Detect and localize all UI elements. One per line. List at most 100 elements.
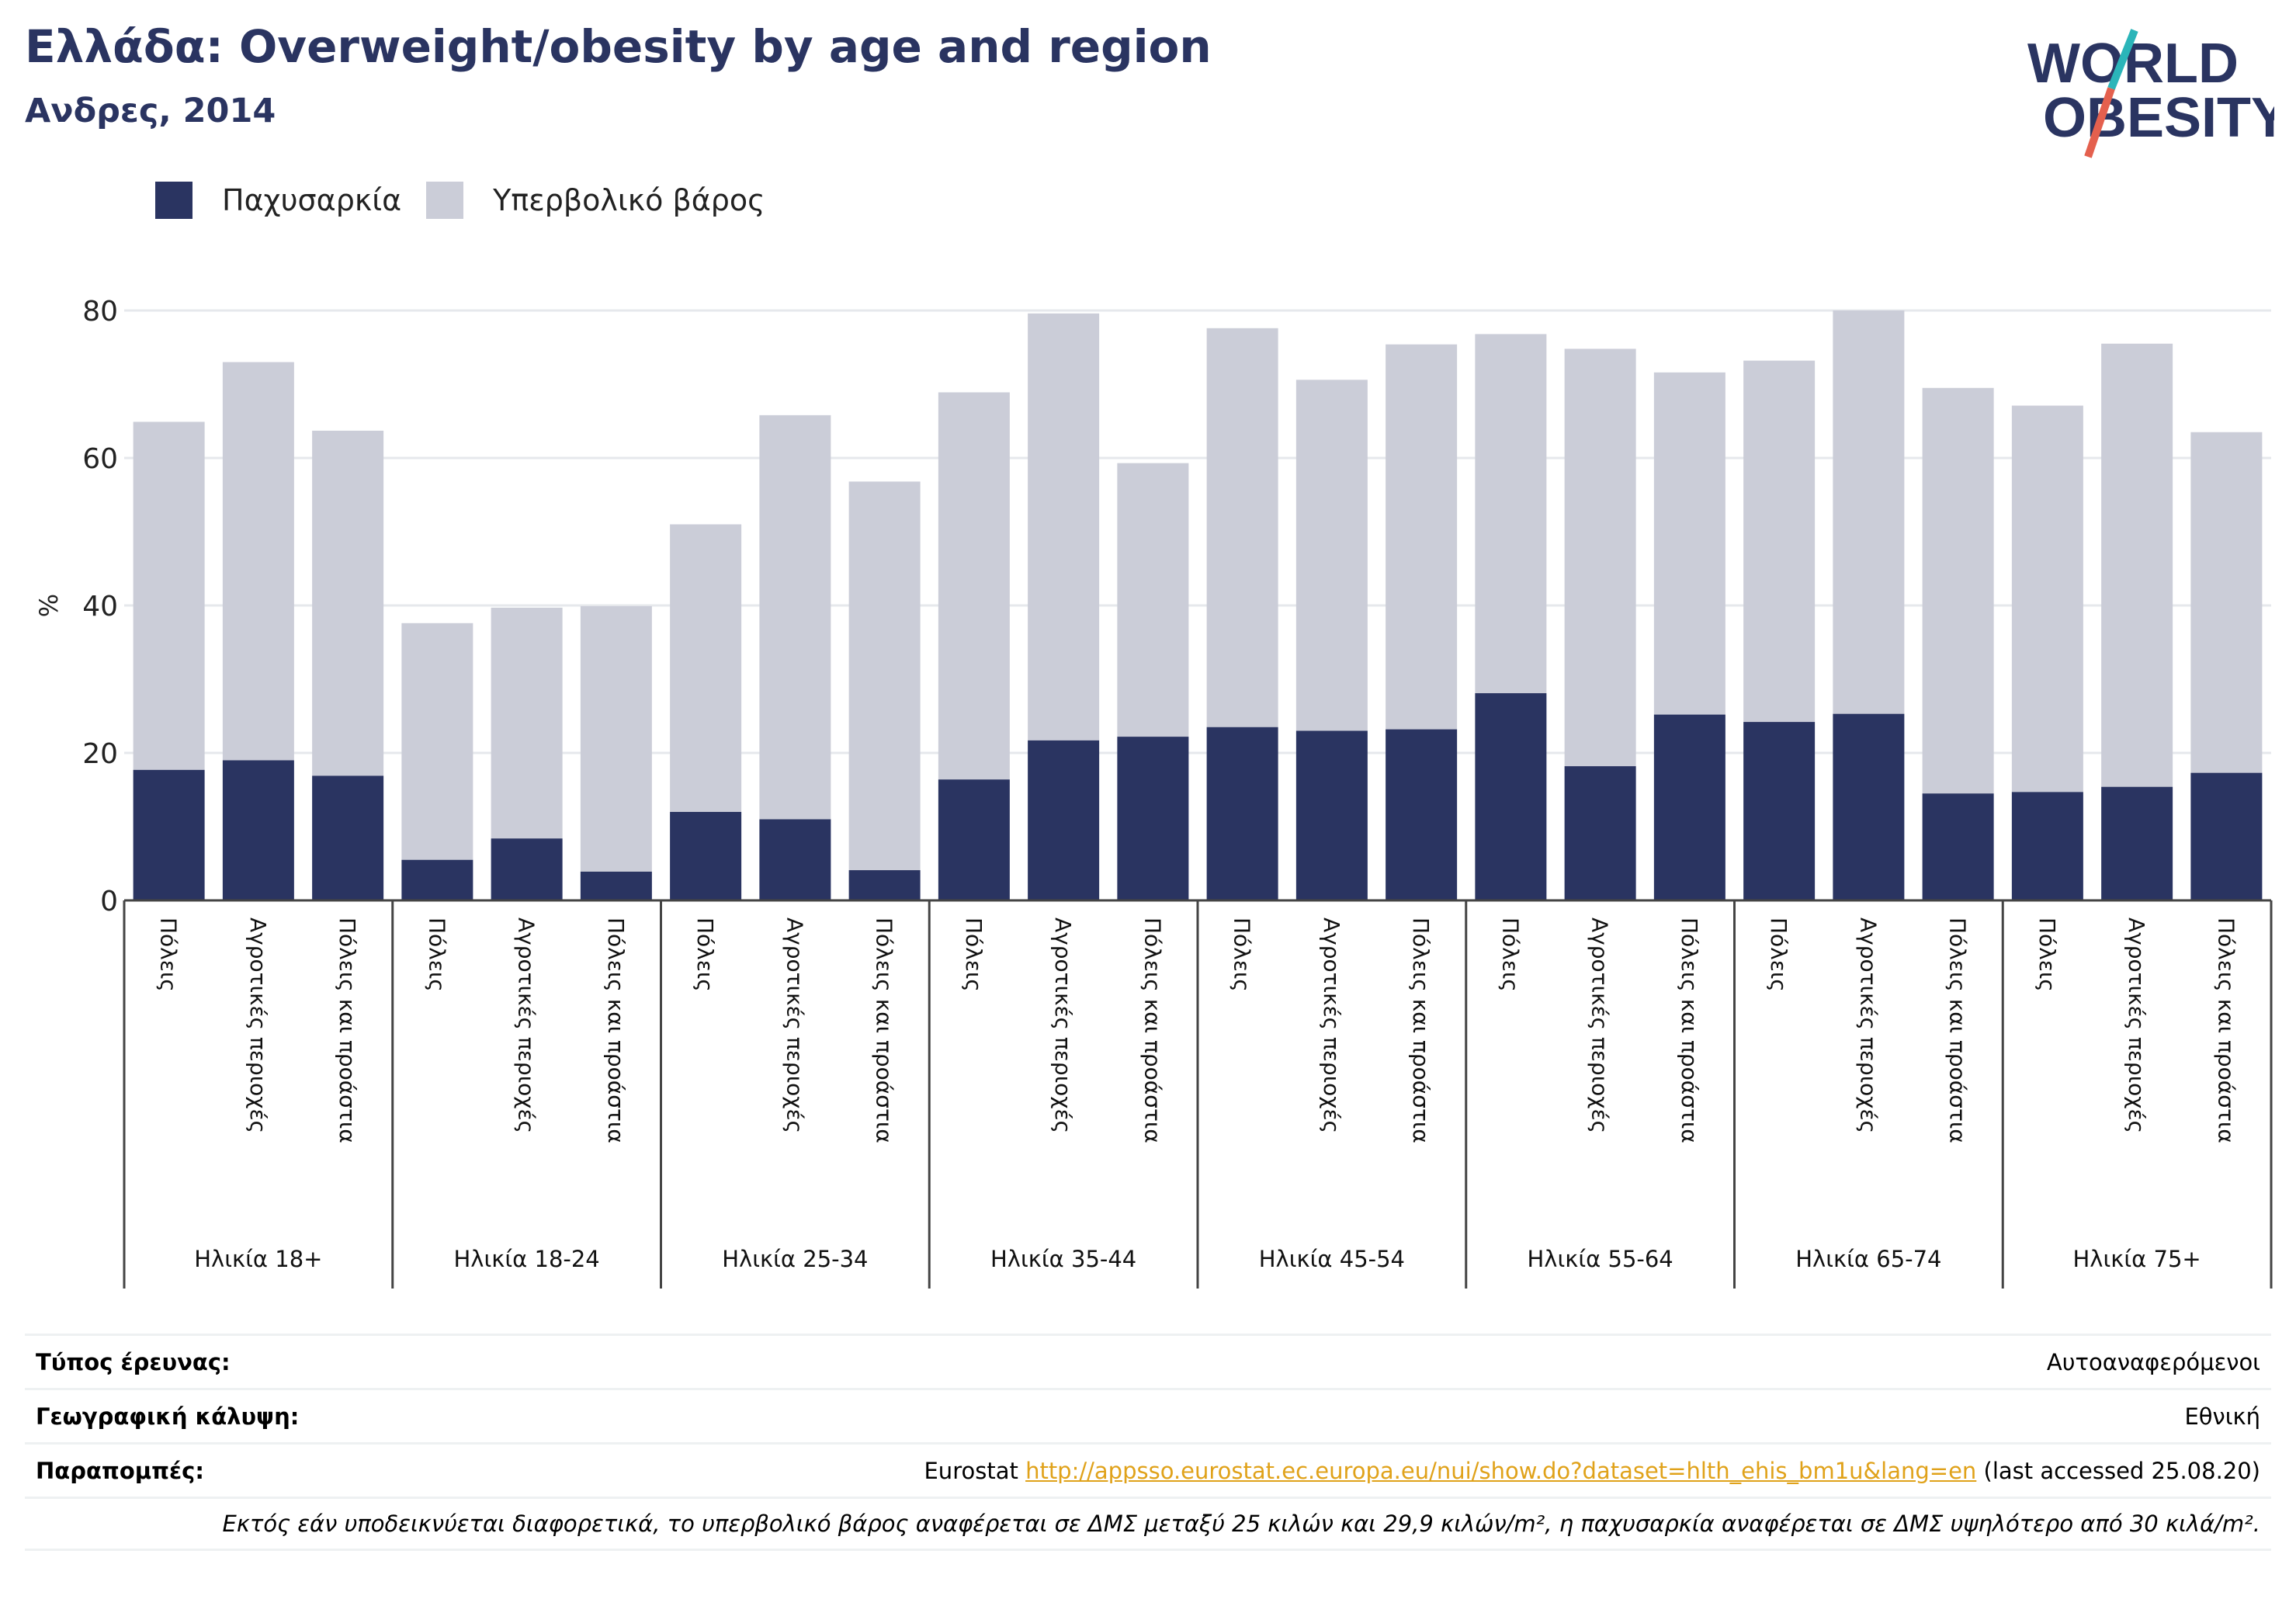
bar-overweight [401, 623, 473, 860]
logo-slash-top [2107, 29, 2138, 90]
meta-row-references: Παραπομπές: Eurostat http://appsso.euros… [25, 1442, 2271, 1497]
coverage-value: Εθνική [2184, 1403, 2260, 1430]
bar-obesity [1922, 793, 1994, 900]
group-label: Ηλικία 35-44 [990, 1246, 1136, 1272]
x-tick-label: Πόλεις [2034, 917, 2060, 992]
references-link[interactable]: http://appsso.eurostat.ec.europa.eu/nui/… [1025, 1457, 1977, 1484]
group-label: Ηλικία 45-54 [1259, 1246, 1405, 1272]
bar-overweight [1386, 344, 1458, 730]
y-tick-label: 0 [100, 886, 118, 917]
bar-overweight [2101, 343, 2173, 787]
bar-obesity [2011, 792, 2083, 900]
x-tick-label: Πόλεις και προάστια [335, 917, 360, 1143]
x-tick-label: Αγροτικές περιοχές [514, 917, 539, 1133]
x-tick-label: Πόλεις [961, 917, 987, 992]
bar-overweight [1295, 380, 1368, 731]
bar-obesity [401, 859, 473, 900]
x-tick-label: Αγροτικές περιοχές [1319, 917, 1344, 1133]
meta-row-coverage: Γεωγραφική κάλυψη: Εθνική [25, 1388, 2271, 1442]
logo-word-obesity: OBESITY [2043, 87, 2274, 149]
meta-row-survey: Τύπος έρευνας: Αυτοαναφερόμενοι [25, 1334, 2271, 1388]
x-tick-label: Αγροτικές περιοχές [782, 917, 807, 1133]
x-tick-label: Πόλεις [1497, 917, 1523, 992]
bar-obesity [2190, 772, 2263, 900]
y-tick-label: 20 [82, 738, 118, 770]
bar-overweight [1833, 310, 1905, 714]
x-tick-label: Πόλεις [156, 917, 182, 992]
survey-type-value: Αυτοαναφερόμενοι [2046, 1348, 2260, 1375]
y-axis-label: % [34, 594, 64, 617]
x-tick-label: Πόλεις [692, 917, 718, 992]
references-accessed: (last accessed 25.08.20) [1983, 1457, 2260, 1484]
bar-obesity [2101, 786, 2173, 900]
y-tick-label: 40 [82, 591, 118, 623]
bar-overweight [670, 524, 742, 812]
bar-overweight [1117, 463, 1189, 737]
group-label: Ηλικία 75+ [2073, 1246, 2201, 1272]
logo-slash-bottom [2084, 87, 2115, 158]
legend-swatch-obesity [155, 182, 192, 219]
chart-legend: Παχυσαρκία Υπερβολικό βάρος [155, 177, 765, 224]
x-tick-label: Πόλεις και προάστια [872, 917, 897, 1143]
bar-obesity [1475, 693, 1547, 900]
x-tick-label: Πόλεις [424, 917, 449, 992]
bar-overweight [759, 414, 831, 820]
bar-overweight [580, 605, 652, 872]
bar-overweight [1206, 328, 1278, 727]
x-tick-label: Πόλεις και προάστια [1139, 917, 1165, 1143]
group-label: Ηλικία 55-64 [1527, 1246, 1673, 1272]
x-tick-label: Πόλεις και προάστια [603, 917, 629, 1143]
x-tick-label: Αγροτικές περιοχές [1855, 917, 1881, 1133]
bar-obesity [1295, 730, 1368, 900]
references-label: Παραπομπές: [36, 1457, 204, 1484]
bar-obesity [222, 760, 294, 900]
bar-overweight [1922, 387, 1994, 794]
bar-obesity [1833, 713, 1905, 900]
legend-item-obesity[interactable]: Παχυσαρκία [155, 182, 401, 219]
bar-obesity [759, 819, 831, 900]
bar-obesity [491, 838, 563, 900]
references-value: Eurostat http://appsso.eurostat.ec.europ… [924, 1458, 2260, 1484]
legend-label-obesity: Παχυσαρκία [222, 183, 402, 217]
bar-obesity [133, 769, 205, 900]
bar-obesity [1564, 766, 1636, 900]
group-label: Ηλικία 65-74 [1795, 1246, 1941, 1272]
bar-overweight [222, 362, 294, 761]
bar-obesity [580, 871, 652, 900]
bar-obesity [1206, 727, 1278, 900]
x-tick-label: Πόλεις και προάστια [1408, 917, 1434, 1143]
bar-obesity [1653, 714, 1725, 900]
x-tick-label: Πόλεις και προάστια [1677, 917, 1702, 1143]
bar-overweight [2011, 405, 2083, 793]
y-tick-label: 80 [82, 296, 118, 328]
x-tick-label: Αγροτικές περιοχές [1050, 917, 1076, 1133]
bar-obesity [670, 812, 742, 900]
bar-obesity [848, 870, 921, 900]
y-tick-label: 60 [82, 443, 118, 475]
x-tick-label: Αγροτικές περιοχές [1587, 917, 1613, 1133]
x-tick-label: Πόλεις και προάστια [2213, 917, 2239, 1143]
coverage-label: Γεωγραφική κάλυψη: [36, 1403, 300, 1430]
bar-overweight [1475, 334, 1547, 694]
bar-overweight [1028, 313, 1100, 741]
references-source: Eurostat [924, 1457, 1018, 1484]
bar-obesity [1028, 740, 1100, 900]
x-tick-label: Αγροτικές περιοχές [2124, 917, 2149, 1133]
bar-obesity [312, 775, 384, 900]
bar-obesity [1743, 722, 1816, 900]
bar-obesity [938, 779, 1010, 900]
metadata-table: Τύπος έρευνας: Αυτοαναφερόμενοι Γεωγραφι… [25, 1334, 2271, 1551]
bar-obesity [1117, 737, 1189, 900]
group-label: Ηλικία 18+ [194, 1246, 322, 1272]
bar-obesity [1386, 729, 1458, 900]
legend-item-overweight[interactable]: Υπερβολικό βάρος [426, 182, 765, 219]
chart-title: Ελλάδα: Overweight/obesity by age and re… [25, 20, 1212, 73]
x-tick-label: Πόλεις και προάστια [1945, 917, 1971, 1143]
x-tick-label: Πόλεις [1230, 917, 1255, 992]
chart-subtitle: Ανδρες, 2014 [25, 92, 276, 130]
x-tick-label: Πόλεις [1766, 917, 1791, 992]
x-tick-label: Αγροτικές περιοχές [245, 917, 271, 1133]
group-label: Ηλικία 18-24 [453, 1246, 599, 1272]
definition-note: Εκτός εάν υποδεικνύεται διαφορετικά, το … [222, 1511, 2261, 1537]
bar-overweight [848, 481, 921, 871]
